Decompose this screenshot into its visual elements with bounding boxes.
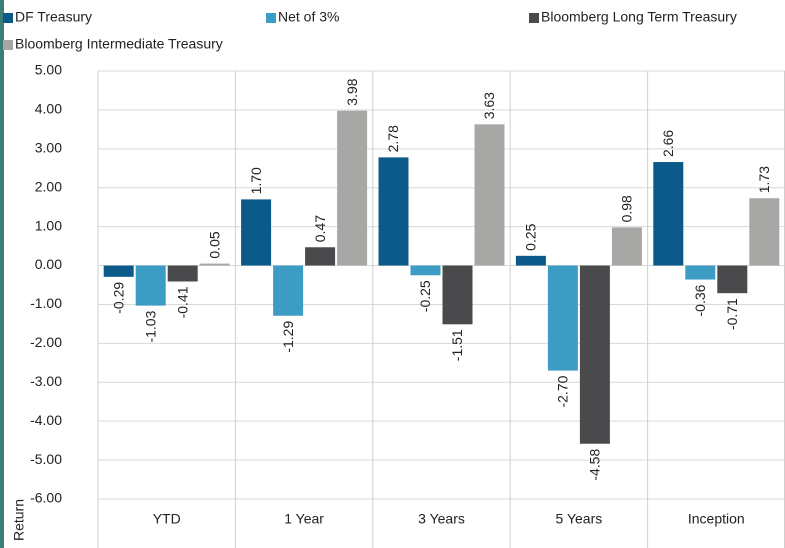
data-label: -0.71 [724, 298, 740, 330]
y-tick-label: 3.00 [35, 140, 62, 156]
data-label: 2.78 [385, 125, 401, 152]
data-label: -0.36 [692, 284, 708, 316]
data-label: -1.03 [142, 310, 158, 342]
bar [717, 265, 748, 294]
y-tick-label: 0.00 [35, 256, 62, 272]
y-tick-label: -4.00 [30, 412, 62, 428]
x-tick-label: 1 Year [284, 511, 324, 527]
data-label: 2.66 [660, 130, 676, 157]
bar [474, 124, 505, 266]
data-label: -0.25 [417, 280, 433, 312]
legend-label: DF Treasury [15, 9, 92, 25]
bar [103, 265, 134, 277]
data-label: 3.98 [344, 78, 360, 105]
data-label: -1.51 [449, 329, 465, 361]
y-tick-label: -5.00 [30, 451, 62, 467]
legend-label: Net of 3% [278, 9, 339, 25]
data-label: 1.73 [756, 166, 772, 193]
bar [167, 265, 198, 282]
legend-swatch [529, 13, 539, 23]
bar [337, 110, 368, 266]
x-tick-label: Inception [688, 511, 745, 527]
bar [653, 162, 684, 266]
legend-label: Bloomberg Intermediate Treasury [15, 36, 223, 52]
x-tick-label: 3 Years [418, 511, 465, 527]
bar [749, 198, 780, 266]
y-tick-label: -3.00 [30, 373, 62, 389]
y-tick-label: -1.00 [30, 295, 62, 311]
data-label: -0.41 [174, 286, 190, 318]
edge-strip [0, 0, 4, 548]
bar [442, 265, 473, 325]
bar [305, 247, 336, 266]
bar [273, 265, 304, 316]
data-label: 3.63 [481, 92, 497, 119]
data-label: -1.29 [280, 321, 296, 353]
bar [579, 265, 610, 444]
legend-swatch [3, 40, 13, 50]
data-label: 0.98 [619, 195, 635, 222]
bar [410, 265, 441, 276]
bar [685, 265, 716, 280]
y-tick-label: 1.00 [35, 217, 62, 233]
bar [378, 157, 409, 266]
legend-swatch [266, 13, 276, 23]
y-tick-label: 2.00 [35, 178, 62, 194]
y-axis-label: Return [11, 499, 27, 541]
y-tick-label: -2.00 [30, 334, 62, 350]
bar [241, 199, 272, 266]
data-label: 0.05 [206, 231, 222, 258]
data-label: 0.47 [312, 215, 328, 242]
data-label: 1.70 [248, 167, 264, 194]
bar [515, 255, 546, 266]
legend-swatch [3, 13, 13, 23]
y-tick-label: 4.00 [35, 101, 62, 117]
bar [547, 265, 578, 371]
data-label: -0.29 [110, 282, 126, 314]
data-label: -4.58 [587, 449, 603, 481]
bar [611, 227, 642, 266]
bar [199, 263, 230, 266]
x-tick-label: YTD [153, 511, 181, 527]
y-tick-label: -6.00 [30, 490, 62, 506]
data-label: -2.70 [555, 375, 571, 407]
bar [135, 265, 166, 306]
legend-label: Bloomberg Long Term Treasury [541, 9, 737, 25]
x-tick-label: 5 Years [556, 511, 603, 527]
data-label: 0.25 [523, 223, 539, 250]
y-tick-label: 5.00 [35, 62, 62, 78]
